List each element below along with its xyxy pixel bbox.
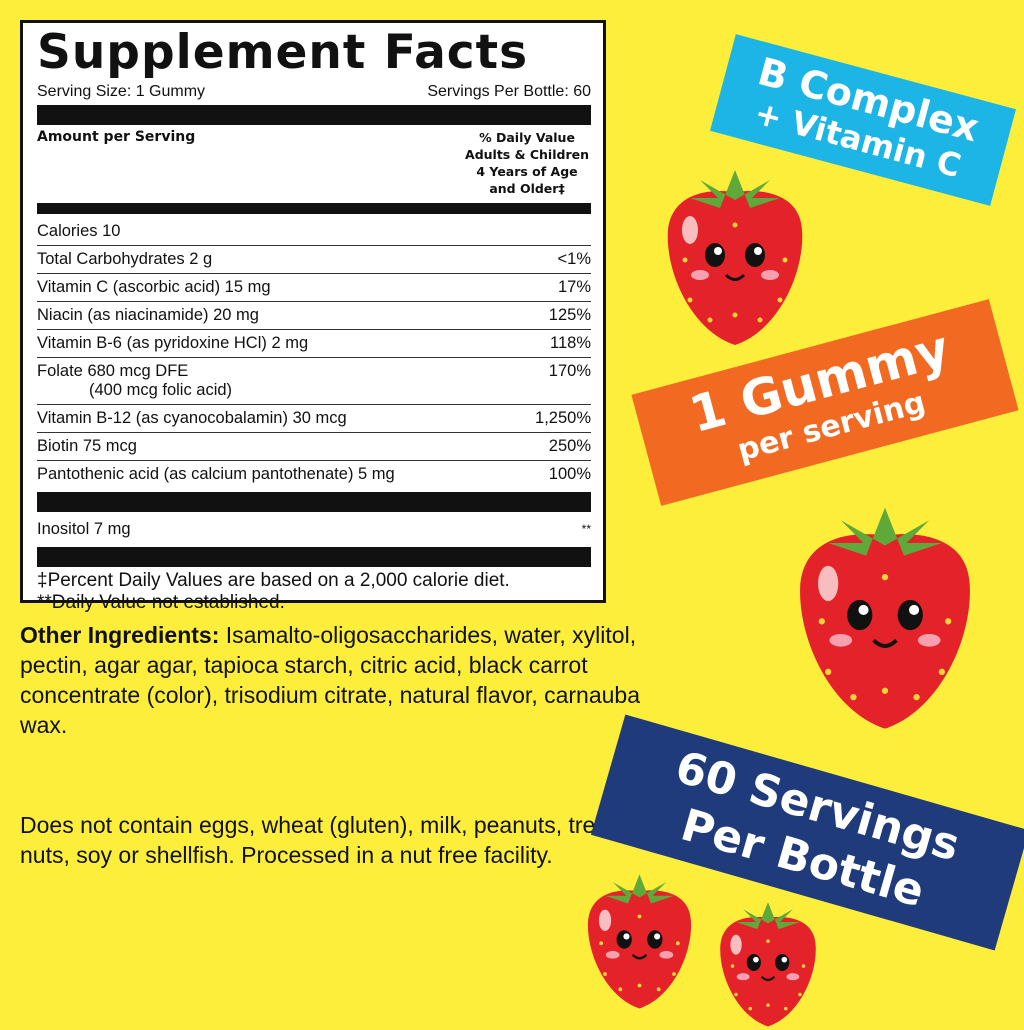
nutrient-name: Calories 10: [37, 222, 121, 240]
nutrient-dv: **: [581, 522, 591, 536]
nutrient-name: Vitamin B-6 (as pyridoxine HCl) 2 mg: [37, 334, 309, 352]
nutrient-name: Inositol 7 mg: [37, 520, 131, 538]
nutrient-dv: 100%: [548, 465, 591, 483]
ingredients-text: Isamalto-oligosaccharides, water, xylito…: [20, 622, 641, 738]
nutrient-name-group: Folate 680 mcg DFE (400 mcg folic acid): [37, 362, 232, 400]
strawberry-illustration: [719, 901, 817, 1028]
nutrient-row: Folate 680 mcg DFE (400 mcg folic acid) 17…: [37, 358, 591, 405]
nutrient-name: Biotin 75 mcg: [37, 437, 137, 455]
ingredients-label: Other Ingredients:: [20, 622, 220, 648]
amount-header: Amount per Serving: [37, 129, 196, 145]
nutrient-rows: Calories 10 Total Carbohydrates 2 g <1% Vit…: [37, 218, 591, 488]
serving-info: Serving Size: 1 Gummy Servings Per Bottl…: [37, 83, 591, 101]
nutrient-name: Folate 680 mcg DFE: [37, 362, 189, 380]
nutrient-name: Pantothenic acid (as calcium pantothenat…: [37, 465, 395, 483]
nutrient-row: Vitamin B-12 (as cyanocobalamin) 30 mcg 1…: [37, 405, 591, 433]
nutrient-row: Vitamin C (ascorbic acid) 15 mg 17%: [37, 274, 591, 302]
dv-header-line: 4 Years of Age: [476, 164, 578, 179]
column-header: Amount per Serving % Daily Value Adults …: [37, 129, 591, 199]
dv-header-line: and Older‡: [489, 181, 565, 196]
strawberry-illustration: [586, 873, 693, 1010]
nutrient-row: Calories 10: [37, 218, 591, 246]
serving-size: Serving Size: 1 Gummy: [37, 83, 206, 100]
nutrient-dv: 118%: [550, 334, 591, 352]
nutrient-row-inositol: Inositol 7 mg **: [37, 516, 591, 543]
dv-header-line: Adults & Children: [465, 147, 589, 162]
nutrient-name: Total Carbohydrates 2 g: [37, 250, 213, 268]
nutrient-row: Total Carbohydrates 2 g <1%: [37, 246, 591, 274]
nutrient-row: Niacin (as niacinamide) 20 mg 125%: [37, 302, 591, 330]
nutrient-dv: 170%: [548, 362, 591, 380]
divider-bar: [37, 105, 591, 125]
nutrient-row: Vitamin B-6 (as pyridoxine HCl) 2 mg 118%: [37, 330, 591, 358]
nutrient-dv: <1%: [557, 250, 591, 268]
label-title: Supplement Facts: [37, 25, 529, 80]
footnote-dv: ‡Percent Daily Values are based on a 2,0…: [37, 570, 510, 591]
divider-bar: [37, 492, 591, 512]
supplement-facts-label: Supplement Facts Serving Size: 1 Gummy S…: [20, 20, 606, 613]
nutrient-dv: 17%: [557, 278, 591, 296]
nutrient-dv: 1,250%: [535, 409, 591, 427]
strawberry-illustration: [666, 168, 804, 347]
nutrient-row: Biotin 75 mcg 250%: [37, 433, 591, 461]
nutrient-name: Niacin (as niacinamide) 20 mg: [37, 306, 259, 324]
daily-value-header: % Daily Value Adults & Children 4 Years …: [465, 129, 589, 199]
nutrient-subtext: (400 mcg folic acid): [89, 381, 233, 399]
other-ingredients: Other Ingredients: Isamalto-oligosacchar…: [20, 620, 640, 740]
nutrient-name: Vitamin B-12 (as cyanocobalamin) 30 mcg: [37, 409, 347, 427]
allergen-statement: Does not contain eggs, wheat (gluten), m…: [20, 812, 609, 868]
strawberry-illustration: [798, 505, 972, 731]
nutrient-row: Pantothenic acid (as calcium pantothenat…: [37, 461, 591, 488]
nutrient-dv: 125%: [548, 306, 591, 324]
footnote-not-established: **Daily Value not established.: [37, 592, 285, 613]
servings-per-bottle: Servings Per Bottle: 60: [427, 83, 591, 100]
nutrient-name: Vitamin C (ascorbic acid) 15 mg: [37, 278, 271, 296]
divider-bar: [37, 547, 591, 567]
nutrient-dv: 250%: [548, 437, 591, 455]
dv-header-line: % Daily Value: [479, 130, 575, 145]
divider-bar: [37, 203, 591, 214]
